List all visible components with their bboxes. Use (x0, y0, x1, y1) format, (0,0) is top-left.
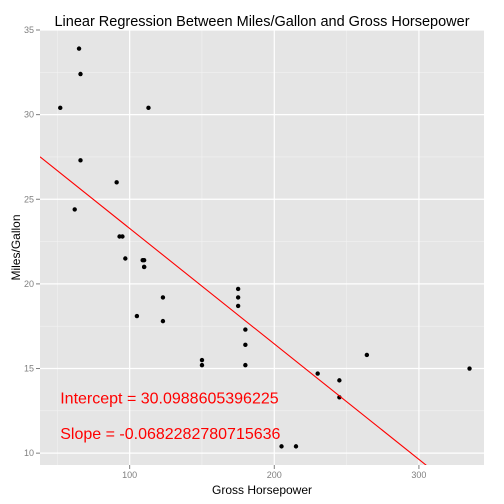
data-point (146, 105, 151, 111)
y-tick-label: 35 (24, 25, 34, 35)
data-point (141, 264, 147, 270)
data-point (160, 318, 166, 324)
data-point (199, 362, 205, 368)
regression-line-group (40, 156, 427, 465)
data-point (78, 71, 83, 77)
data-point (364, 352, 370, 358)
minor-gridlines (40, 30, 484, 465)
y-tick-label: 25 (24, 194, 34, 204)
y-tick-label: 30 (24, 110, 34, 120)
plot-background (40, 30, 484, 465)
y-axis-tick-labels: 10 15 20 25 30 35 (24, 25, 34, 458)
y-tick-label: 20 (24, 279, 34, 289)
data-point (293, 444, 299, 449)
data-point (235, 295, 241, 300)
y-axis-ticks (36, 29, 40, 454)
data-point (315, 371, 320, 376)
x-axis-title: Gross Horsepower (212, 483, 312, 497)
data-point (72, 207, 77, 212)
data-point (78, 158, 83, 163)
x-axis-tick-labels: 100 200 300 (122, 470, 426, 480)
data-point (160, 295, 166, 300)
data-point (120, 234, 125, 239)
data-point (337, 378, 342, 383)
annotations: Intercept = 30.0988605396225 Slope = -0.0… (60, 390, 280, 443)
data-point (279, 444, 284, 449)
y-axis-title: Miles/Gallon (9, 214, 23, 280)
x-tick-label: 300 (411, 470, 426, 480)
intercept-annotation: Intercept = 30.0988605396225 (60, 390, 279, 407)
data-point (235, 303, 241, 309)
data-point (76, 46, 82, 51)
major-gridlines (40, 29, 484, 465)
y-tick-label: 10 (24, 448, 34, 458)
slope-annotation: Slope = -0.0682282780715636 (60, 426, 280, 443)
x-tick-label: 100 (122, 470, 137, 480)
data-point (58, 105, 63, 111)
data-point (243, 362, 248, 368)
data-point (123, 256, 128, 261)
plot-area (40, 46, 472, 465)
data-point (199, 357, 205, 363)
data-point (467, 366, 472, 371)
x-tick-label: 200 (267, 470, 282, 480)
data-points (58, 46, 472, 449)
data-point (134, 313, 140, 319)
data-point (243, 342, 248, 348)
data-point (243, 327, 248, 332)
chart-title: Linear Regression Between Miles/Gallon a… (54, 14, 469, 30)
data-point (140, 257, 145, 263)
data-point (114, 180, 119, 185)
x-axis-ticks (129, 465, 420, 469)
regression-line (40, 156, 427, 465)
data-point (235, 286, 241, 292)
y-tick-label: 15 (24, 364, 34, 374)
